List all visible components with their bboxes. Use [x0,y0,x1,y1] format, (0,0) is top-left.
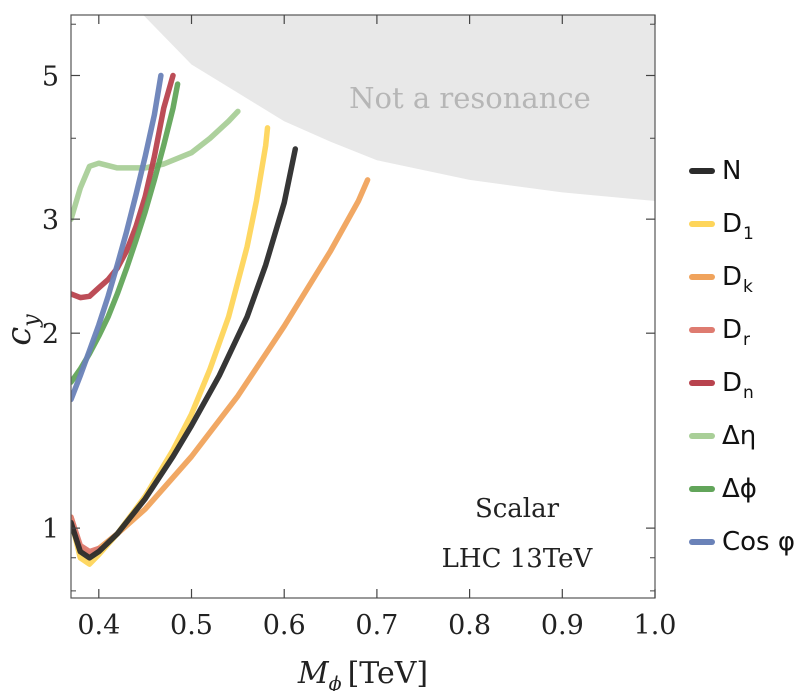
axis-ticks-layer: 0.4 0.5 0.6 0.7 0.8 0.9 1.0 1 2 3 5 [42,15,677,641]
series-line-cos-φ [71,72,164,403]
y-tick-label: 1 [42,514,59,545]
legend-label: Dn [722,368,754,403]
y-axis-title: cy [0,314,44,346]
x-tick-label: 0.5 [170,610,213,641]
plot-frame [70,14,656,599]
legend-entry-δϕ: Δϕ [689,474,757,504]
excluded-region [143,15,655,201]
x-tick-label: 0.4 [77,610,120,641]
annotation-lhc: LHC 13TeV [442,544,594,574]
legend-entry-d1: D1 [689,209,754,244]
x-tick-label: 0.7 [355,610,398,641]
legend-label: Dk [722,262,753,297]
x-axis-title-sub: ϕ [329,673,342,691]
series-line-n [71,146,299,561]
annotation-scalar: Scalar [475,494,560,524]
y-tick-label: 5 [42,61,59,92]
x-tick-label: 1.0 [634,610,677,641]
legend-entry-δη: Δη [689,421,756,451]
x-tick-label: 0.9 [541,610,584,641]
x-axis-title-unit: [TeV] [348,656,429,691]
series-line-dn [71,72,176,301]
y-axis-title-main: c [0,327,39,346]
y-axis-title-sub: y [19,314,44,328]
legend-entry-dn: Dn [689,368,754,403]
legend-entry-dr: Dr [689,315,750,350]
x-axis-title: Mϕ [TeV] [297,656,428,691]
legend-label: Δϕ [722,474,757,504]
y-tick-label: 3 [42,205,59,236]
legend-label: Δη [722,421,756,451]
legend-label: Cos φ [722,527,795,557]
y-axis-title-group: cy [0,314,44,346]
x-tick-label: 0.8 [448,610,491,641]
series-layer [71,72,371,567]
series-line-dk [71,177,371,558]
y-tick-label: 2 [42,319,59,350]
excluded-region-layer [143,15,655,201]
legend-entry-cos-φ: Cos φ [689,527,795,557]
x-tick-label: 0.6 [263,610,306,641]
legend-entry-n: N [689,156,741,186]
series-line-d1 [71,125,271,567]
legend-label: Dr [722,315,750,350]
legend: N D1 Dk Dr Dn Δη Δϕ Cos φ [689,156,795,557]
excluded-region-label: Not a resonance [349,81,591,115]
legend-entry-dk: Dk [689,262,753,297]
legend-label: D1 [722,209,754,244]
x-axis-title-main: M [297,656,330,691]
legend-label: N [722,156,741,186]
